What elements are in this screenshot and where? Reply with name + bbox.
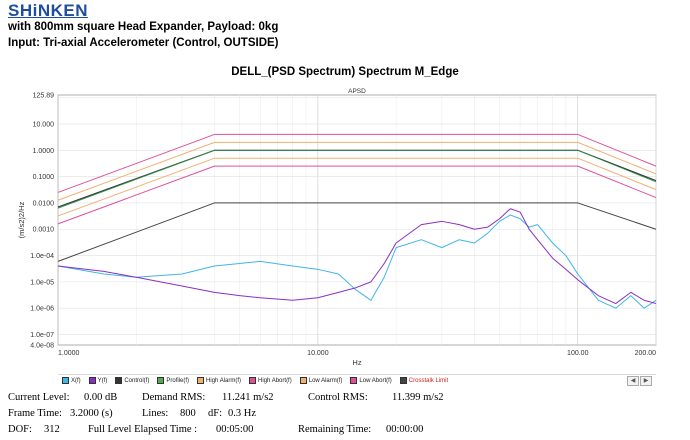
swatch-high-alarm: [197, 377, 205, 384]
elapsed-label: Full Level Elapsed Time :: [88, 424, 198, 435]
df-value: 0.3 Hz: [228, 408, 256, 419]
test-description: with 800mm square Head Expander, Payload…: [8, 21, 279, 33]
demand-rms-value: 11.241 m/s2: [222, 392, 274, 403]
y-tick-label: 0.0100: [33, 200, 55, 207]
status-row-1: Current Level: 0.00 dB Demand RMS: 11.241 m…: [8, 392, 444, 403]
legend-item-low-alarm[interactable]: Low Alarm(f): [299, 377, 343, 384]
chevron-left-icon[interactable]: ◀: [627, 376, 639, 386]
y-tick-label: 1.0e-07: [30, 332, 54, 339]
status-row-2: Frame Time: 3.2000 (s) Lines: 800 dF: 0.3 Hz: [8, 408, 256, 419]
legend-item-high-alarm[interactable]: High Alarm(f): [197, 377, 241, 384]
x-axis-label: Hz: [352, 358, 361, 367]
dof-value: 312: [44, 424, 60, 435]
y-tick-label: 125.89: [33, 93, 55, 100]
legend-label: Low Abort(f): [359, 377, 392, 384]
series-x: [57, 214, 657, 309]
series-high-alarm: [57, 141, 657, 201]
y-tick-label: 1.0000: [33, 148, 55, 155]
grid-layer: [57, 95, 657, 345]
elapsed-value: 00:05:00: [216, 424, 254, 435]
x-tick-label: 100.00: [567, 350, 589, 357]
y-tick-label: 10.000: [33, 121, 55, 128]
tick-labels: 125.89 10.000 1.0000 0.1000 0.0100 0.0010 1.0e…: [30, 93, 656, 358]
legend-label: High Alarm(f): [206, 377, 242, 384]
legend-label: Low Alarm(f): [308, 377, 343, 384]
control-rms-value: 11.399 m/s2: [392, 392, 444, 403]
legend-label: Y(f): [97, 377, 108, 384]
y-tick-label: 0.1000: [33, 174, 55, 181]
y-axis-label: (m/s2)2/Hz: [17, 201, 26, 238]
legend-label: X(f): [71, 377, 81, 384]
series-low-abort: [57, 165, 657, 225]
control-rms-label: Control RMS:: [308, 392, 368, 403]
plot-subtitle: APSD: [348, 88, 366, 95]
series-y: [57, 208, 657, 305]
legend-scroll: ◀ ▶: [627, 376, 652, 386]
chevron-right-icon[interactable]: ▶: [640, 376, 652, 386]
series-layer: [57, 133, 657, 309]
y-tick-label: 4.0e-08: [30, 343, 54, 350]
swatch-low-abort: [350, 377, 358, 384]
y-tick-label: 1.0e-04: [30, 253, 54, 260]
swatch-low-alarm: [299, 377, 307, 384]
frame-time-label: Frame Time:: [8, 408, 62, 419]
legend-label: Control(f): [124, 377, 150, 384]
remaining-label: Remaining Time:: [298, 424, 372, 435]
status-row-3: DOF: 312 Full Level Elapsed Time : 00:05:00…: [8, 424, 423, 435]
frame-time-value: 3.2000 (s): [70, 408, 113, 419]
plot-area: [57, 94, 657, 346]
legend-label: Crosstalk Limit: [408, 377, 449, 384]
swatch-y: [88, 377, 96, 384]
chart-title: DELL_(PSD Spectrum) Spectrum M_Edge: [231, 66, 459, 78]
legend-item-crosstalk-limit[interactable]: Crosstalk Limit: [399, 377, 449, 384]
y-tick-label: 1.0e-05: [30, 279, 54, 286]
swatch-crosstalk: [399, 377, 407, 384]
remaining-value: 00:00:00: [386, 424, 424, 435]
lines-label: Lines:: [142, 408, 169, 419]
series-profile: [57, 149, 657, 209]
legend-item-y[interactable]: Y(f): [88, 377, 108, 384]
series-low-alarm: [57, 157, 657, 217]
dof-label: DOF:: [8, 424, 32, 435]
brand-logo: SHiNKEN: [8, 1, 89, 20]
chart-legend: X(f) Y(f) Control(f) Profile(f) High Ala…: [58, 374, 656, 386]
legend-label: High Abort(f): [258, 377, 292, 384]
legend-item-x[interactable]: X(f): [62, 377, 81, 384]
df-label: dF:: [208, 408, 223, 419]
lines-value: 800: [180, 408, 196, 419]
legend-item-profile[interactable]: Profile(f): [157, 377, 189, 384]
series-high-abort: [57, 133, 657, 193]
x-tick-label: 10.000: [307, 350, 329, 357]
legend-item-low-abort[interactable]: Low Abort(f): [350, 377, 392, 384]
current-level-value: 0.00 dB: [84, 392, 118, 403]
current-level-label: Current Level:: [8, 392, 70, 403]
swatch-high-abort: [249, 377, 257, 384]
legend-item-control[interactable]: Control(f): [115, 377, 149, 384]
y-tick-label: 1.0e-06: [30, 306, 54, 313]
legend-item-high-abort[interactable]: High Abort(f): [249, 377, 292, 384]
y-tick-label: 0.0010: [33, 227, 55, 234]
psd-chart: 125.89 10.000 1.0000 0.1000 0.0100 0.0010 1.0e…: [17, 88, 657, 367]
swatch-x: [62, 377, 69, 384]
swatch-profile: [157, 377, 165, 384]
legend-label: Profile(f): [166, 377, 190, 384]
input-description: Input: Tri-axial Accelerometer (Control,…: [8, 37, 279, 49]
series-crosstalk-limit: [57, 202, 657, 262]
x-tick-label: 1.0000: [58, 350, 80, 357]
x-tick-label: 200.00: [635, 350, 657, 357]
swatch-control: [115, 377, 123, 384]
demand-rms-label: Demand RMS:: [142, 392, 206, 403]
